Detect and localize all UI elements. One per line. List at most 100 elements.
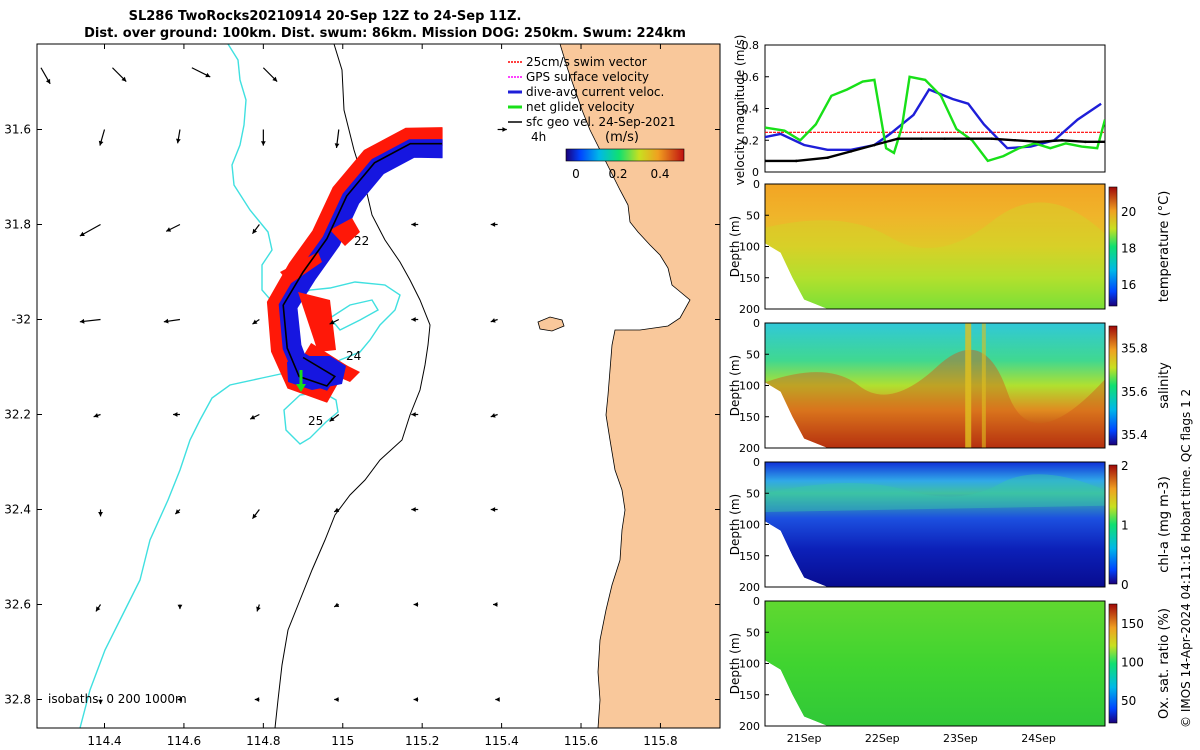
geo-vector-head — [95, 606, 101, 612]
geo-vector-head — [256, 606, 261, 612]
geo-vector-head — [329, 319, 335, 325]
section-y-tick-label: 0 — [753, 456, 760, 469]
isobath-200m — [79, 44, 401, 728]
section-y-tick-label: 100 — [739, 658, 760, 671]
geo-vector-head — [163, 318, 169, 324]
section-colorbar-tick: 0 — [1121, 578, 1129, 592]
geo-vector-head — [260, 141, 266, 146]
map-x-tick-label: 114.4 — [87, 734, 121, 748]
velocity-point — [1060, 138, 1064, 142]
chart-title-line1: SL286 TwoRocks20210914 20-Sep 12Z to 24-… — [128, 9, 522, 24]
geo-vector-head — [166, 227, 172, 232]
section-panel: 0 50 100 150 200 Depth (m) 16 18 20 temperature (… — [728, 178, 1172, 316]
net-velocity-arrowhead — [296, 384, 306, 392]
section-layer — [981, 323, 986, 448]
section-ylabel: Depth (m) — [728, 216, 742, 277]
geo-vector-head — [334, 602, 340, 607]
section-colorbar — [1108, 603, 1118, 724]
section-y-tick-label: 50 — [746, 487, 760, 500]
legend-gps-velocity: GPS surface velocity — [526, 70, 649, 84]
map-colorbar-tick: 0.2 — [608, 167, 627, 181]
swim-vector-swath — [330, 218, 360, 246]
geo-vector-head — [45, 78, 51, 84]
section-y-tick-label: 150 — [739, 689, 760, 702]
isobath-1000m — [274, 44, 431, 728]
section-panel: 0 50 100 150 200 Depth (m) 50 100 150 Ox. sat. ra… — [728, 595, 1172, 733]
velocity-y-tick-label: 0.4 — [742, 103, 760, 116]
section-field — [765, 462, 1105, 587]
velocity-point — [920, 137, 923, 140]
section-y-tick-label: 150 — [739, 411, 760, 424]
section-x-tick-label: 23Sep — [943, 732, 978, 745]
section-layer — [765, 474, 1105, 512]
section-colorbar-tick: 2 — [1121, 459, 1129, 473]
track-swaths — [266, 127, 443, 403]
section-field — [765, 184, 1105, 309]
geo-vector-head — [413, 697, 418, 702]
section-y-tick-label: 50 — [746, 209, 760, 222]
chart-title-line2: Dist. over ground: 100km. Dist. swum: 86… — [84, 26, 686, 41]
section-colorbar-tick: 20 — [1121, 205, 1136, 219]
section-colorbar-label: salinity — [1157, 362, 1172, 409]
geo-vector-head — [413, 602, 418, 607]
geo-vector-head — [334, 697, 339, 702]
velocity-series-line — [765, 75, 1105, 163]
map-panel: 22 24 25 25cm/s swim vector GPS surface … — [4, 43, 721, 748]
section-colorbar-tick: 18 — [1121, 241, 1136, 255]
geo-vector-head — [176, 138, 181, 144]
geo-vectors — [40, 67, 507, 705]
map-y-axis: 31.6 31.8 -32 32.2 32.4 32.6 32.8 — [4, 123, 720, 707]
legend-swim-vector: 25cm/s swim vector — [526, 55, 647, 69]
section-colorbar-tick: 35.8 — [1121, 342, 1148, 356]
section-seafloor — [765, 521, 1105, 587]
section-layer — [765, 349, 1105, 448]
section-ylabel: Depth (m) — [728, 355, 742, 416]
velocity-frame — [764, 44, 1106, 173]
velocity-ylabel: velocity magnitude (m/s) — [733, 35, 747, 186]
section-ylabel: Depth (m) — [728, 633, 742, 694]
map-x-tick-label: 115.2 — [405, 734, 439, 748]
velocity-series — [765, 75, 1105, 163]
geo-vector-head — [495, 697, 500, 702]
section-colorbar-tick: 16 — [1121, 278, 1136, 292]
geo-vector-head — [93, 413, 99, 418]
map-x-tick-label: 115.8 — [643, 734, 677, 748]
map-y-tick-label: 32.6 — [4, 598, 31, 612]
section-y-tick-label: 0 — [753, 178, 760, 191]
section-colorbar-label: Ox. sat. ratio (%) — [1157, 608, 1172, 719]
velocity-point — [966, 137, 970, 140]
section-y-tick-label: 200 — [739, 720, 760, 733]
section-colorbar-tick: 1 — [1121, 519, 1129, 533]
map-x-axis: 114.4 114.6 114.8 115 115.2 115.4 115.6 115.8 — [87, 44, 678, 748]
velocity-point — [990, 137, 993, 140]
geo-vector-head — [79, 318, 85, 324]
section-ylabel: Depth (m) — [728, 494, 742, 555]
geo-vector-head — [250, 414, 256, 420]
velocity-point — [849, 150, 853, 153]
glider-track-line — [282, 142, 442, 387]
legend-interval: 4h — [531, 130, 546, 144]
geo-vector-head — [329, 416, 335, 422]
map-y-tick-label: 32.2 — [4, 408, 31, 422]
section-seafloor — [765, 382, 1105, 448]
section-field — [765, 601, 1105, 726]
section-layer — [765, 202, 1105, 309]
section-y-tick-label: 100 — [739, 519, 760, 532]
geo-vector-head — [252, 513, 258, 519]
section-colorbar-tick: 35.6 — [1121, 385, 1148, 399]
day-label: 24 — [346, 349, 361, 363]
geo-vector-head — [502, 127, 507, 132]
section-y-tick-label: 100 — [739, 380, 760, 393]
section-x-axis: 21Sep 22Sep 23Sep 24Sep — [787, 732, 1056, 745]
geo-vector-head — [411, 222, 416, 227]
geo-vector-head — [98, 140, 104, 146]
swim-vector-swath — [298, 292, 336, 352]
geo-vector-head — [98, 699, 103, 705]
section-colorbar — [1108, 464, 1118, 585]
geo-vector-head — [98, 512, 103, 517]
section-panel: 0 50 100 150 200 Depth (m) 0 1 2 chl-a (mg m-3) — [728, 456, 1172, 594]
map-y-tick-label: 31.8 — [4, 218, 31, 232]
geo-vector-head — [173, 412, 178, 417]
geo-vector-head — [490, 318, 496, 323]
velocity-y-axis: 0 0.2 0.4 0.6 0.8 — [742, 39, 769, 179]
